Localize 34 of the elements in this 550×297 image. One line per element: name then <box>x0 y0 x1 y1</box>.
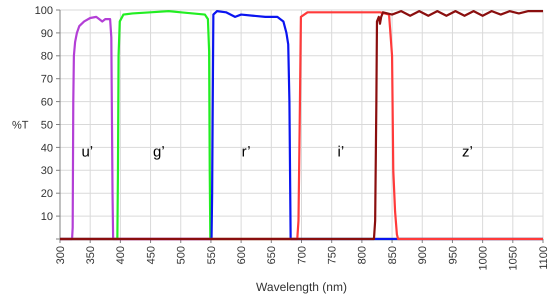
x-tick-label: 600 <box>236 246 248 264</box>
y-tick-label: 30 <box>40 165 53 178</box>
y-tick-label: 80 <box>40 50 53 63</box>
y-tick-label: 60 <box>40 96 53 108</box>
y-tick-label: 100 <box>34 4 53 17</box>
x-tick-label: 800 <box>356 246 369 264</box>
x-tick-label: 1050 <box>508 246 520 270</box>
x-tick-label: 1100 <box>538 246 550 270</box>
x-tick-label: 900 <box>417 246 430 264</box>
annotation: g’ <box>153 144 165 161</box>
x-tick-label: 500 <box>176 246 188 264</box>
y-tick-label: 10 <box>40 210 53 223</box>
x-tick-label: 850 <box>386 246 399 264</box>
y-tick-label: 40 <box>40 142 53 154</box>
annotation: r’ <box>242 144 251 161</box>
annotation: i’ <box>338 144 344 161</box>
x-tick-label: 350 <box>85 246 98 264</box>
x-tick-label: 700 <box>296 246 308 264</box>
x-tick-label: 300 <box>54 246 67 264</box>
y-tick-label: 90 <box>40 28 53 40</box>
x-tick-label: 550 <box>206 246 218 264</box>
x-tick-label: 450 <box>145 246 158 264</box>
x-tick-label: 950 <box>447 246 460 264</box>
annotation: z’ <box>462 144 473 161</box>
y-tick-label: 70 <box>40 74 53 86</box>
annotation: u’ <box>81 144 94 161</box>
x-tick-label: 650 <box>266 246 278 264</box>
x-tick-label: 400 <box>115 246 128 264</box>
x-axis-title: Wavelength (nm) <box>256 280 347 294</box>
y-tick-label: 20 <box>40 188 53 200</box>
x-tick-label: 1000 <box>477 246 490 270</box>
y-tick-label: 50 <box>40 119 53 132</box>
y-axis-title: %T <box>12 119 29 132</box>
x-tick-label: 750 <box>326 246 339 264</box>
